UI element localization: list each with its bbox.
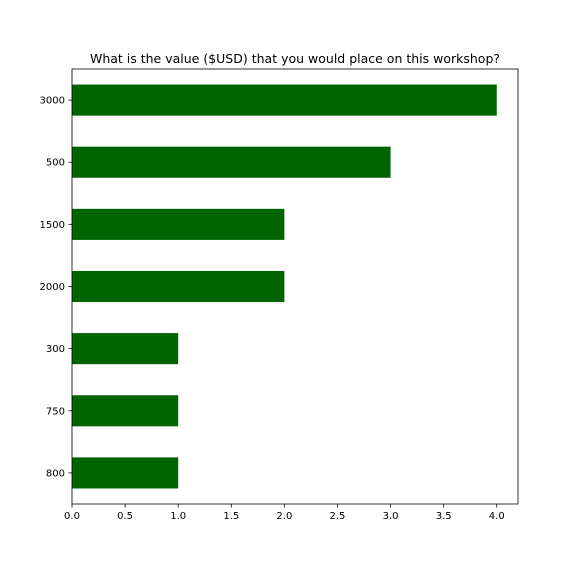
bar-3000 xyxy=(72,84,497,116)
bar-300 xyxy=(72,333,179,365)
x-tick-label: 0.0 xyxy=(64,511,80,522)
bars-layer xyxy=(72,84,497,489)
x-tick-label: 4.0 xyxy=(489,511,505,522)
bar-2000 xyxy=(72,270,285,303)
x-tick-label: 0.5 xyxy=(117,511,133,522)
x-tick-label: 2.5 xyxy=(330,511,346,522)
bar-500 xyxy=(72,146,391,178)
bar-750 xyxy=(72,395,179,427)
axes-layer: 3000 500 1500 2000 300 750 800 0.0 0.5 1.0 1.5 2.0 2… xyxy=(40,68,519,522)
x-tick-label: 3.5 xyxy=(436,511,452,522)
y-tick-label: 500 xyxy=(46,158,65,169)
y-tick-label: 3000 xyxy=(40,96,65,107)
x-tick-label: 1.5 xyxy=(223,511,239,522)
y-tick-label: 300 xyxy=(46,344,65,355)
bar-1500 xyxy=(72,208,285,240)
chart-title: What is the value ($USD) that you would … xyxy=(90,51,500,66)
bar-800 xyxy=(72,457,179,489)
y-tick-label: 2000 xyxy=(40,282,65,293)
plot-frame xyxy=(71,68,519,505)
x-tick-label: 2.0 xyxy=(276,511,292,522)
x-tick-label: 3.0 xyxy=(383,511,399,522)
y-tick-label: 750 xyxy=(46,406,65,417)
y-tick-label: 1500 xyxy=(40,220,65,231)
x-tick-label: 1.0 xyxy=(170,511,186,522)
y-tick-label: 800 xyxy=(46,468,65,479)
